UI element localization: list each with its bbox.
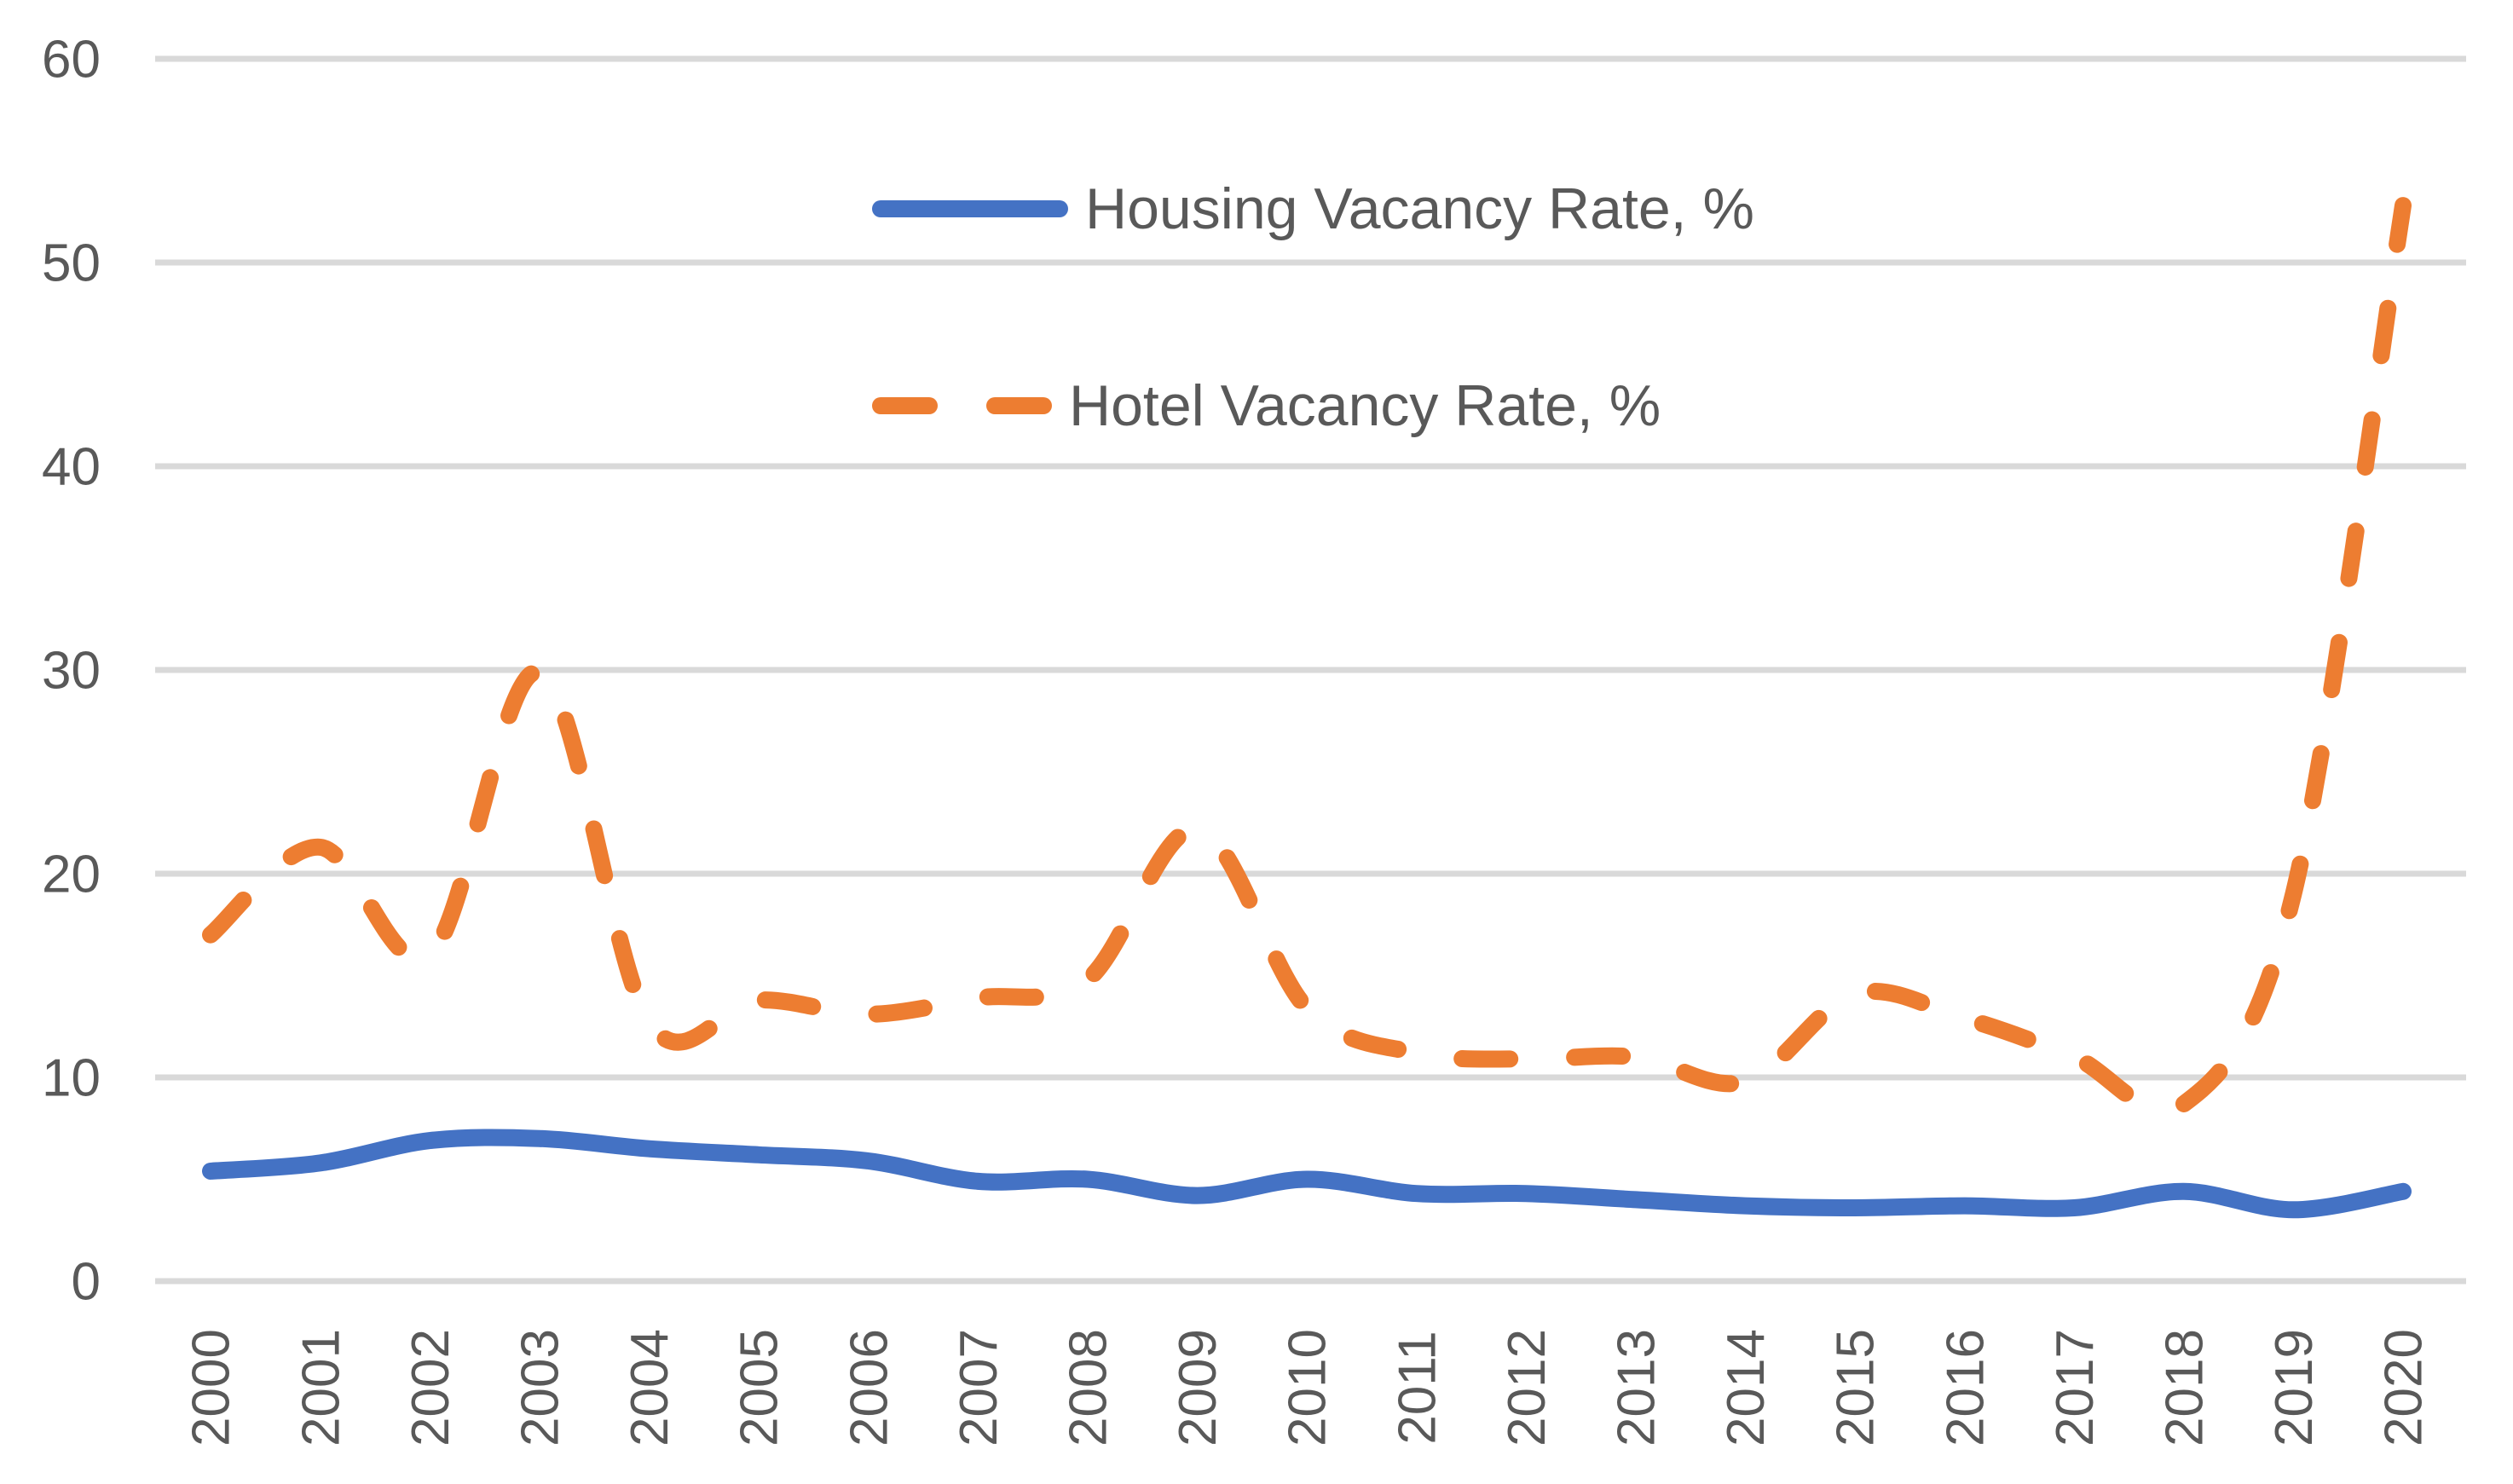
x-axis-label-2000[interactable]: 2000 — [182, 1329, 241, 1446]
series-line-hotel[interactable] — [202, 197, 2412, 1120]
legend-label-hotel: Hotel Vacancy Rate, % — [1069, 373, 1661, 438]
x-axis-label-2002[interactable]: 2002 — [402, 1329, 460, 1446]
y-axis-label-30: 30 — [42, 642, 101, 701]
y-axis-label-10: 10 — [42, 1049, 101, 1108]
legend-item-hotel[interactable]: Hotel Vacancy Rate, % — [872, 372, 1661, 440]
x-axis-label-2004[interactable]: 2004 — [621, 1329, 679, 1446]
y-axis-label-60: 60 — [42, 31, 101, 90]
x-axis-label-2015[interactable]: 2015 — [1827, 1329, 1886, 1446]
x-axis-label-2001[interactable]: 2001 — [292, 1329, 350, 1446]
x-axis-label-2014[interactable]: 2014 — [1717, 1329, 1776, 1446]
x-axis-label-2008[interactable]: 2008 — [1060, 1329, 1118, 1446]
legend-item-housing[interactable]: Housing Vacancy Rate, % — [872, 175, 1754, 243]
x-axis-label-2019[interactable]: 2019 — [2265, 1329, 2324, 1446]
y-axis-label-50: 50 — [42, 234, 101, 293]
legend-swatch-housing-solid-line — [872, 200, 1068, 217]
x-axis-label-2018[interactable]: 2018 — [2156, 1329, 2215, 1446]
series-line-housing[interactable] — [202, 1129, 2412, 1219]
x-axis-label-2011[interactable]: 2011 — [1388, 1331, 1447, 1444]
legend-dash-segment — [872, 397, 938, 414]
legend-swatch-hotel-dashed-line — [872, 397, 1052, 414]
x-axis-label-2017[interactable]: 2017 — [2046, 1329, 2105, 1446]
y-axis-label-20: 20 — [42, 846, 101, 904]
x-axis-label-2012[interactable]: 2012 — [1498, 1329, 1557, 1446]
x-axis-label-2016[interactable]: 2016 — [1936, 1329, 1995, 1446]
x-axis-label-2009[interactable]: 2009 — [1169, 1329, 1228, 1446]
legend-label-housing: Housing Vacancy Rate, % — [1085, 176, 1754, 241]
legend-dash-segment — [986, 397, 1052, 414]
y-axis-label-40: 40 — [42, 438, 101, 497]
x-axis-label-2007[interactable]: 2007 — [950, 1329, 1008, 1446]
y-axis-label-0: 0 — [72, 1253, 101, 1312]
x-axis-label-2003[interactable]: 2003 — [511, 1329, 570, 1446]
x-axis-label-2010[interactable]: 2010 — [1279, 1329, 1337, 1446]
x-axis-label-2020[interactable]: 2020 — [2375, 1329, 2434, 1446]
x-axis-label-2005[interactable]: 2005 — [731, 1329, 789, 1446]
x-axis-label-2006[interactable]: 2006 — [840, 1329, 898, 1446]
x-axis-label-2013[interactable]: 2013 — [1608, 1329, 1667, 1446]
